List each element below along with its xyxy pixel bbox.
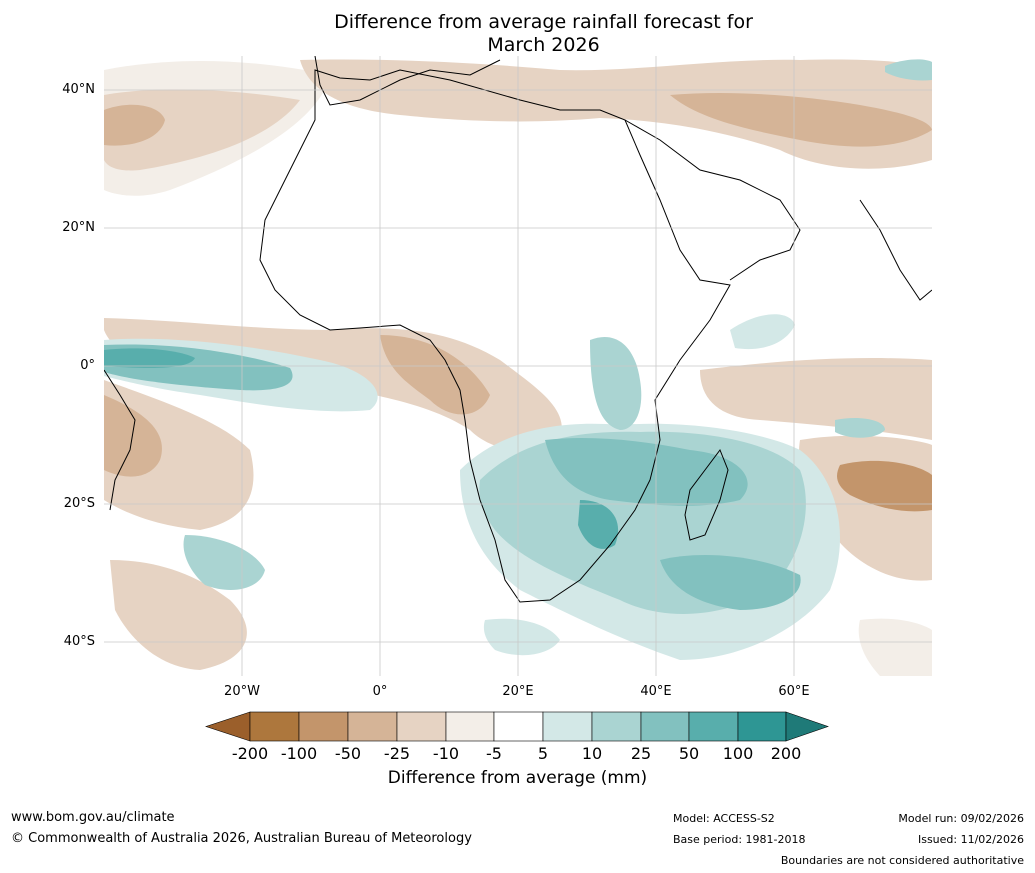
dry-area-south-atlantic-lower: [110, 560, 247, 670]
colorbar-segment: [640, 711, 690, 742]
chart-title-line-2: March 2026: [487, 34, 600, 56]
colorbar-tick: 25: [630, 744, 652, 763]
wet-area-mozambique-channel: [578, 500, 619, 549]
copyright-text: © Commonwealth of Australia 2026, Austra…: [11, 831, 472, 846]
colorbar-segment: [737, 711, 787, 742]
lat-label: 40°S: [63, 634, 95, 649]
colorbar-tick: -10: [432, 744, 460, 763]
issued-text: Issued: 11/02/2026: [917, 833, 1024, 846]
lon-label: 40°E: [640, 684, 672, 699]
india-coastline: [859, 199, 932, 301]
base-period-text: Base period: 1981-2018: [673, 833, 806, 846]
lat-label: 20°S: [63, 496, 95, 511]
wet-area-arabian-sea: [730, 314, 795, 350]
wet-area-southern-africa-core: [545, 438, 748, 506]
wetter-anomaly-areas: [104, 59, 932, 660]
website-link[interactable]: www.bom.gov.au/climate: [11, 810, 175, 825]
dry-area-southern-ocean: [858, 618, 932, 676]
dry-area-south-atlantic-core: [104, 395, 162, 477]
wet-area-atlantic-far-south: [483, 618, 560, 656]
map-frame: [104, 56, 932, 676]
wet-area-indian-ocean-east: [835, 418, 885, 438]
colorbar-tick: -5: [486, 744, 502, 763]
dry-area-southwest-indian-core: [837, 460, 932, 512]
colorbar-min-extend: [205, 711, 251, 742]
africa-coastline: [259, 69, 731, 603]
colorbar-tick: -25: [383, 744, 411, 763]
lat-label: 40°N: [62, 82, 95, 97]
colorbar-tick: -200: [231, 744, 269, 763]
lon-label: 60°E: [778, 684, 810, 699]
arabian-coastline: [624, 119, 801, 281]
colorbar-segment: [688, 711, 739, 742]
chart-title-line-1: Difference from average rainfall forecas…: [334, 11, 753, 33]
colorbar-segment: [298, 711, 349, 742]
colorbar: [205, 711, 829, 742]
colorbar-tick: 50: [678, 744, 700, 763]
colorbar-segment: [445, 711, 495, 742]
lon-label: 0°: [372, 684, 388, 699]
madagascar-coastline: [684, 448, 729, 541]
colorbar-tick: 200: [770, 744, 802, 763]
disclaimer-text: Boundaries are not considered authoritat…: [780, 854, 1024, 867]
wet-area-equatorial-atlantic-core: [104, 348, 195, 368]
wet-area-caspian: [885, 59, 932, 81]
colorbar-tick: -100: [280, 744, 318, 763]
dry-area-middle-east-core: [670, 93, 932, 147]
wet-area-atlantic-south: [183, 535, 265, 590]
colorbar-segment: [347, 711, 398, 742]
colorbar-tick: 10: [581, 744, 603, 763]
coastlines: [104, 56, 932, 603]
model-run-text: Model run: 09/02/2026: [898, 812, 1024, 825]
colorbar-tick: 5: [537, 744, 549, 763]
colorbar-label: Difference from average (mm): [387, 768, 648, 788]
model-text: Model: ACCESS-S2: [673, 812, 775, 825]
colorbar-max-extend: [785, 711, 829, 742]
dry-area-indian-ocean: [700, 358, 932, 440]
dry-area-north-atlantic-strong: [104, 104, 165, 146]
wet-area-indian-ocean-south: [660, 555, 801, 610]
colorbar-tick: 100: [722, 744, 754, 763]
dry-area-mediterranean: [300, 59, 932, 169]
south-america-coastline: [104, 369, 136, 511]
dry-area-angola-coast: [380, 335, 490, 415]
colorbar-tick: -50: [334, 744, 362, 763]
colorbar-segment: [542, 711, 593, 742]
graticule: [104, 56, 932, 676]
lat-label: 0°: [80, 358, 95, 373]
lat-label: 20°N: [62, 220, 95, 235]
colorbar-segment: [493, 711, 544, 742]
colorbar-segment: [591, 711, 642, 742]
lon-label: 20°W: [224, 684, 260, 699]
colorbar-segment: [396, 711, 447, 742]
wet-area-east-africa: [590, 336, 642, 430]
lon-label: 20°E: [502, 684, 534, 699]
colorbar-segment: [249, 711, 300, 742]
